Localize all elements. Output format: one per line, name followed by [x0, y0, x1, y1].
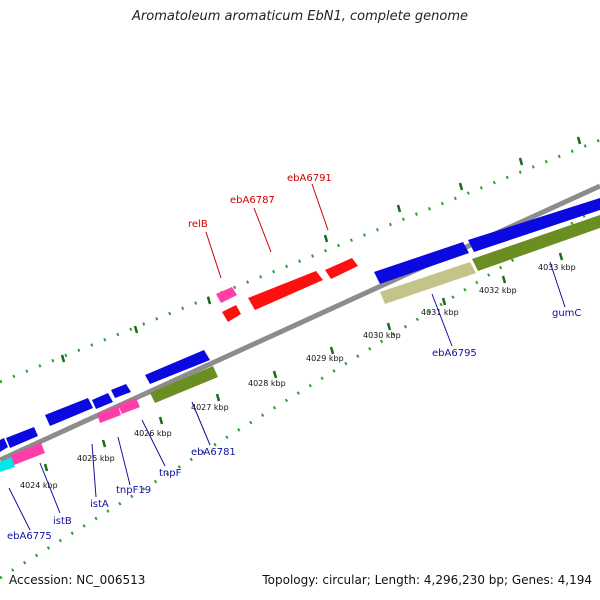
track-feature-pink-3 [118, 398, 140, 414]
gene-feature-blue-4 [92, 393, 113, 409]
map-title: Aromatoleum aromaticum EbN1, complete ge… [132, 9, 468, 24]
gene-feature-blue-2 [6, 427, 38, 448]
gene-feature-blue-5 [111, 384, 131, 398]
scale-label-4029: 4029 kbp [306, 354, 344, 363]
scale-label-4032: 4032 kbp [479, 286, 517, 295]
gene-feature-blue-3 [45, 398, 93, 426]
gene-label-ebA6781: ebA6781 [191, 447, 236, 458]
gene-label-relB: relB [188, 219, 208, 230]
label-leader-lines [8, 183, 566, 531]
inner-major-ticks [43, 252, 564, 472]
track-feature-olive-1 [150, 366, 218, 403]
gene-label-ebA6791: ebA6791 [287, 173, 332, 184]
forward-strand-features [0, 198, 600, 452]
gene-feature-ebA6791 [325, 258, 358, 279]
accession-text: Accession: NC_006513 [9, 573, 146, 587]
gene-feature-ebA6787 [248, 271, 323, 310]
gene-feature-red-small [222, 305, 241, 322]
gene-feature-blue-1 [0, 438, 8, 452]
outer-scale-ring [0, 138, 600, 384]
scale-label-4031: 4031 kbp [421, 308, 459, 317]
gene-label-ebA6787: ebA6787 [230, 195, 275, 206]
gene-label-tnpF: tnpF [159, 468, 182, 479]
scale-labels: 4024 kbp 4025 kbp 4026 kbp 4027 kbp 4028… [20, 263, 576, 490]
scale-label-4030: 4030 kbp [363, 331, 401, 340]
gene-label-gumC: gumC [552, 308, 581, 319]
gene-label-ebA6775: ebA6775 [7, 531, 52, 542]
gene-labels: relB ebA6787 ebA6791 ebA6775 istB istA t… [7, 173, 581, 542]
outer-major-ticks [60, 136, 582, 363]
scale-label-4027: 4027 kbp [191, 403, 229, 412]
gene-label-istA: istA [90, 499, 109, 510]
track-feature-pink-2 [97, 406, 121, 423]
gene-label-tnpF19: tnpF19 [116, 485, 151, 496]
gene-label-istB: istB [53, 516, 72, 527]
track-feature-khaki [380, 262, 476, 304]
scale-label-4033: 4033 kbp [538, 263, 576, 272]
topology-text: Topology: circular; Length: 4,296,230 bp… [262, 573, 592, 587]
scale-label-4025: 4025 kbp [77, 454, 115, 463]
gene-label-ebA6795: ebA6795 [432, 348, 477, 359]
gene-feature-blue-7 [374, 242, 469, 284]
track-feature-cyan [0, 457, 15, 472]
scale-label-4028: 4028 kbp [248, 379, 286, 388]
inner-scale-ring [0, 204, 600, 580]
track-feature-pink-1 [11, 443, 45, 465]
gene-feature-relB [216, 287, 237, 303]
gene-feature-blue-6 [145, 350, 210, 384]
gene-feature-blue-8 [468, 198, 600, 252]
reverse-strand-features [216, 258, 358, 322]
scale-label-4026: 4026 kbp [134, 429, 172, 438]
secondary-track-features [0, 215, 600, 472]
track-feature-olive-2 [472, 215, 600, 271]
scale-label-4024: 4024 kbp [20, 481, 58, 490]
